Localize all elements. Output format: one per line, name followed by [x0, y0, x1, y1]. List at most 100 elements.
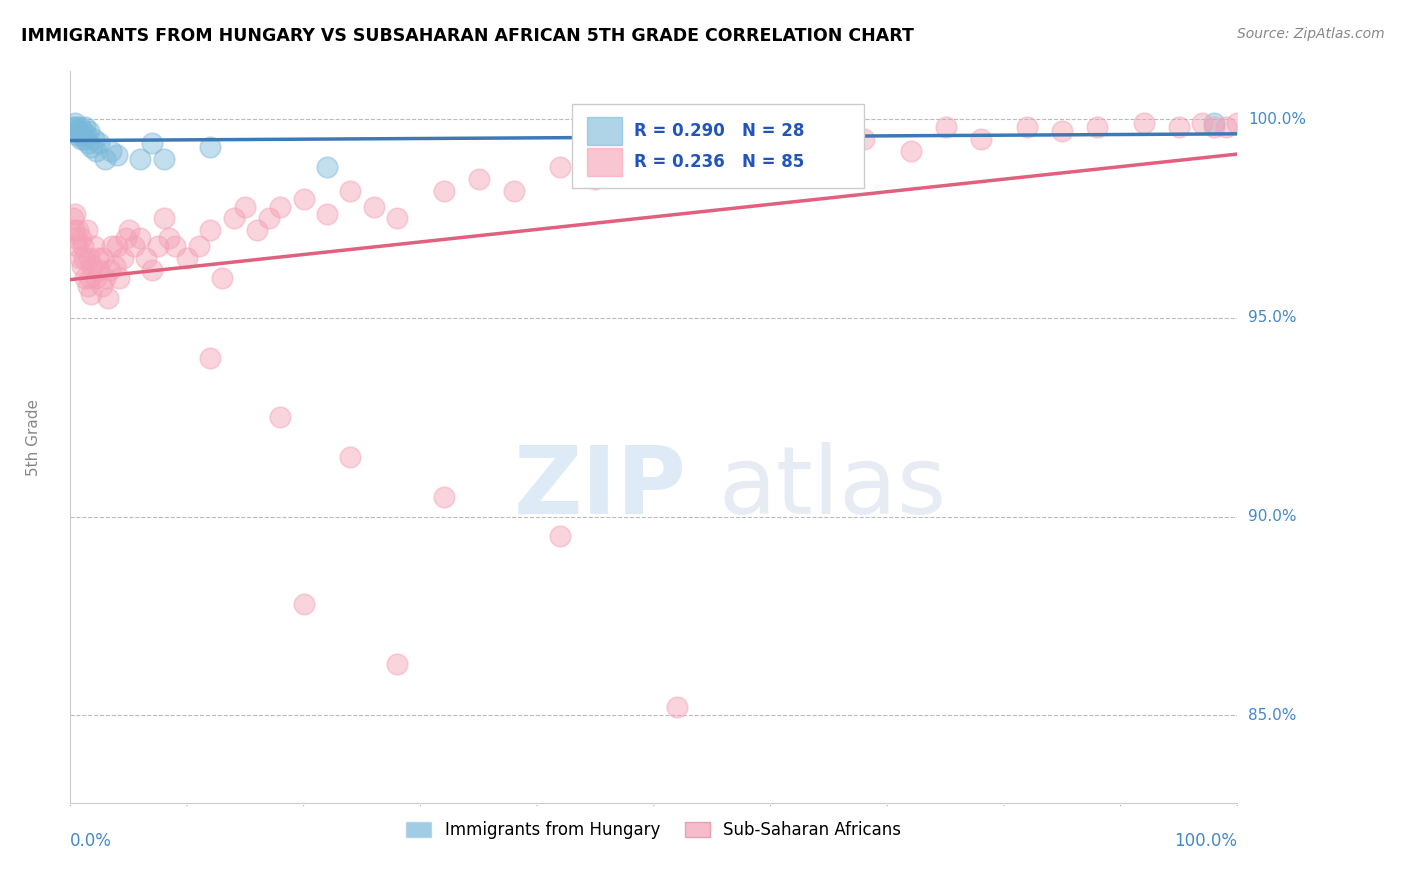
- Point: [65, 231, 87, 245]
- Point: [89, 263, 111, 277]
- Point: [97, 291, 120, 305]
- Point: [62, 124, 84, 138]
- Point: [502, 184, 524, 198]
- Point: [69, 231, 91, 245]
- Point: [62, 223, 84, 237]
- Point: [84, 144, 107, 158]
- Point: [80, 140, 103, 154]
- Point: [702, 152, 724, 166]
- Point: [65, 120, 87, 134]
- Point: [176, 251, 198, 265]
- Point: [101, 239, 124, 253]
- Point: [1191, 116, 1213, 130]
- Point: [63, 116, 86, 130]
- Point: [433, 184, 456, 198]
- Point: [72, 124, 94, 138]
- Point: [79, 271, 101, 285]
- Text: Source: ZipAtlas.com: Source: ZipAtlas.com: [1237, 27, 1385, 41]
- Text: 100.0%: 100.0%: [1174, 832, 1237, 850]
- Point: [129, 231, 152, 245]
- Point: [1202, 120, 1225, 134]
- Point: [1050, 124, 1074, 138]
- Text: 95.0%: 95.0%: [1249, 310, 1296, 326]
- Point: [62, 120, 84, 134]
- Point: [433, 490, 456, 504]
- Point: [124, 239, 146, 253]
- Point: [73, 132, 96, 146]
- Point: [135, 251, 157, 265]
- Point: [269, 200, 291, 214]
- Point: [75, 271, 97, 285]
- Point: [969, 132, 991, 146]
- Point: [94, 271, 117, 285]
- Point: [62, 211, 84, 226]
- Point: [67, 223, 90, 237]
- Point: [1226, 116, 1249, 130]
- Point: [165, 239, 187, 253]
- Point: [76, 136, 98, 150]
- Text: ZIP: ZIP: [513, 442, 686, 534]
- Point: [1133, 116, 1156, 130]
- Point: [233, 200, 256, 214]
- Point: [246, 223, 269, 237]
- Point: [91, 251, 114, 265]
- Point: [63, 207, 86, 221]
- Text: 90.0%: 90.0%: [1249, 509, 1296, 524]
- Point: [66, 239, 89, 253]
- Point: [222, 211, 245, 226]
- Point: [94, 152, 117, 166]
- Point: [72, 239, 94, 253]
- Text: IMMIGRANTS FROM HUNGARY VS SUBSAHARAN AFRICAN 5TH GRADE CORRELATION CHART: IMMIGRANTS FROM HUNGARY VS SUBSAHARAN AF…: [21, 27, 914, 45]
- Point: [69, 251, 91, 265]
- Point: [666, 700, 689, 714]
- Point: [141, 136, 163, 150]
- Point: [934, 120, 956, 134]
- Text: 0.0%: 0.0%: [70, 832, 112, 850]
- Point: [159, 231, 181, 245]
- Point: [76, 128, 98, 142]
- Point: [187, 239, 209, 253]
- Point: [76, 279, 98, 293]
- Point: [257, 211, 280, 226]
- FancyBboxPatch shape: [572, 104, 863, 188]
- Point: [1167, 120, 1189, 134]
- Point: [783, 144, 806, 158]
- Point: [80, 287, 103, 301]
- Point: [111, 251, 134, 265]
- FancyBboxPatch shape: [588, 117, 623, 145]
- Point: [269, 410, 291, 425]
- Point: [76, 223, 98, 237]
- Point: [70, 128, 93, 142]
- Point: [87, 251, 110, 265]
- Point: [67, 124, 90, 138]
- Point: [1202, 116, 1225, 130]
- Point: [89, 136, 111, 150]
- Point: [69, 120, 91, 134]
- Point: [152, 211, 174, 226]
- Text: 85.0%: 85.0%: [1249, 708, 1296, 723]
- Point: [90, 279, 112, 293]
- Point: [66, 128, 89, 142]
- Legend: Immigrants from Hungary, Sub-Saharan Africans: Immigrants from Hungary, Sub-Saharan Afr…: [399, 814, 908, 846]
- Point: [1215, 120, 1237, 134]
- Point: [118, 223, 141, 237]
- FancyBboxPatch shape: [588, 148, 623, 176]
- Point: [550, 160, 572, 174]
- Text: R = 0.236   N = 85: R = 0.236 N = 85: [634, 153, 804, 171]
- Point: [339, 450, 361, 464]
- Point: [83, 132, 105, 146]
- Point: [200, 140, 222, 154]
- Point: [550, 529, 572, 543]
- Point: [200, 223, 222, 237]
- Point: [643, 160, 665, 174]
- Point: [146, 239, 169, 253]
- Point: [115, 231, 138, 245]
- Point: [316, 207, 339, 221]
- Point: [77, 251, 100, 265]
- Point: [69, 132, 91, 146]
- Point: [339, 184, 361, 198]
- Point: [84, 271, 107, 285]
- Point: [211, 271, 233, 285]
- Point: [467, 171, 491, 186]
- Point: [129, 152, 152, 166]
